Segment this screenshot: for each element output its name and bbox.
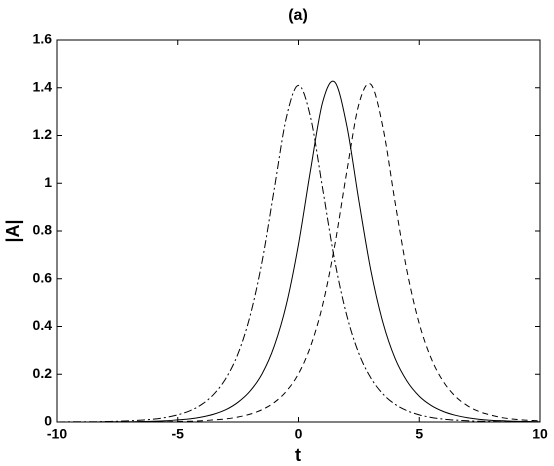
y-tick-label: 0.8	[33, 222, 53, 238]
x-tick-label: 5	[415, 426, 423, 442]
x-axis-label: t	[295, 445, 301, 465]
x-tick-label: 10	[532, 426, 548, 442]
line-series	[56, 80, 541, 423]
y-tick-label: 1.6	[33, 31, 53, 47]
x-tick-label: 0	[295, 426, 303, 442]
line-series	[56, 83, 541, 423]
line-series	[56, 84, 541, 423]
x-tick-label: -10	[47, 426, 67, 442]
x-tick-label: -5	[172, 426, 185, 442]
y-axis-label: |A|	[3, 219, 23, 242]
y-tick-label: 1.2	[33, 126, 53, 142]
plot-frame	[56, 39, 541, 423]
y-tick-label: 0.6	[33, 269, 53, 285]
chart-title: (a)	[288, 7, 308, 24]
y-tick-label: 0	[44, 413, 52, 429]
y-tick-label: 0.2	[33, 365, 53, 381]
y-tick-label: 1	[44, 174, 52, 190]
y-tick-label: 0.4	[33, 317, 53, 333]
y-tick-label: 1.4	[33, 78, 53, 94]
